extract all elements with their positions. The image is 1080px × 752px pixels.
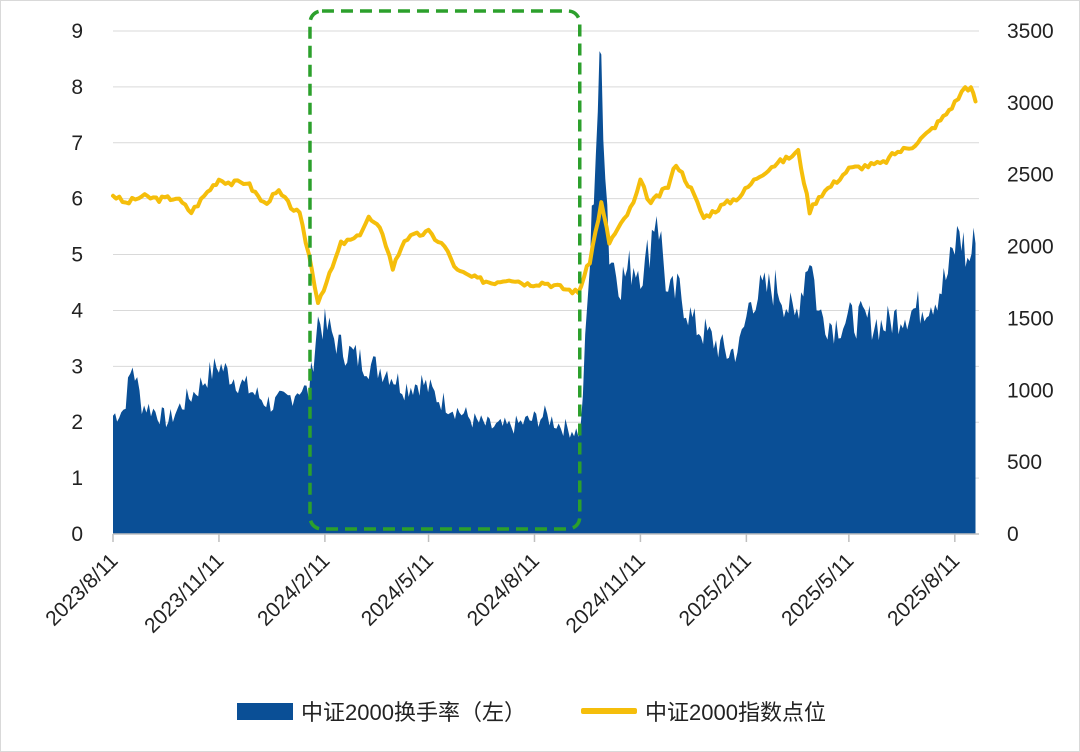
legend-label-index: 中证2000指数点位 (645, 700, 826, 725)
legend-item-turnover: 中证2000换手率（左） (237, 691, 526, 731)
x-tick-label: 2024/11/11 (562, 549, 650, 637)
left-tick-label: 7 (71, 132, 83, 155)
x-axis-ticks: 2023/8/11 2023/11/11 2024/2/11 2024/5/11 202… (41, 534, 964, 638)
x-tick-label: 2023/11/11 (140, 549, 228, 637)
index-line (111, 85, 978, 305)
left-tick-label: 9 (71, 20, 83, 43)
left-axis-ticks: 0 1 2 3 4 5 6 7 8 9 (71, 20, 83, 546)
right-tick-label: 2000 (1007, 236, 1054, 259)
left-tick-label: 6 (71, 188, 83, 211)
legend: 中证2000换手率（左） 中证2000指数点位 (1, 691, 1080, 731)
left-tick-label: 4 (71, 299, 83, 322)
highlight-box (308, 9, 582, 531)
highlight-box-layer (308, 9, 582, 531)
legend-item-index: 中证2000指数点位 (581, 691, 826, 731)
right-tick-label: 3000 (1007, 92, 1054, 115)
x-tick-label: 2025/5/11 (777, 549, 858, 630)
right-tick-label: 0 (1007, 523, 1019, 546)
right-tick-label: 500 (1007, 451, 1042, 474)
left-tick-label: 2 (71, 411, 83, 434)
x-tick-label: 2023/8/11 (41, 549, 122, 630)
x-tick-label: 2024/5/11 (357, 549, 438, 630)
index-line-series (111, 85, 978, 305)
x-tick-label: 2025/8/11 (883, 549, 964, 630)
left-tick-label: 3 (71, 355, 83, 378)
legend-swatch-line-icon (581, 708, 637, 714)
x-tick-label: 2024/8/11 (463, 549, 544, 630)
legend-label-turnover: 中证2000换手率（左） (301, 700, 526, 725)
left-tick-label: 5 (71, 244, 83, 267)
legend-swatch-area-icon (237, 702, 293, 720)
x-tick-label: 2025/2/11 (675, 549, 756, 630)
right-tick-label: 1000 (1007, 379, 1054, 402)
turnover-area (113, 51, 976, 534)
right-tick-label: 1500 (1007, 307, 1054, 330)
left-tick-label: 8 (71, 76, 83, 99)
right-tick-label: 2500 (1007, 164, 1054, 187)
right-axis-ticks: 0 500 1000 1500 2000 2500 3000 3500 (1007, 20, 1054, 546)
right-tick-label: 3500 (1007, 20, 1054, 43)
x-tick-label: 2024/2/11 (253, 549, 334, 630)
left-tick-label: 0 (71, 523, 83, 546)
turnover-area-series (113, 51, 976, 534)
left-tick-label: 1 (71, 467, 83, 490)
